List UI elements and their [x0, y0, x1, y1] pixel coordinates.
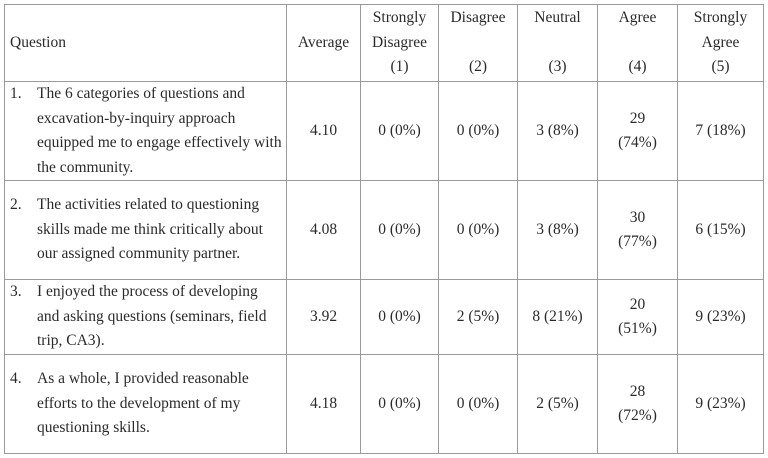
agree-percent: (77%) [618, 233, 657, 250]
header-question: Question [4, 4, 287, 82]
question-text: The 6 categories of questions and excava… [37, 85, 282, 176]
header-agree-line1: Agree [618, 9, 657, 27]
question-number: 4. [10, 370, 22, 388]
question-number: 2. [10, 196, 22, 214]
header-strongly-agree-line1: Strongly [693, 9, 748, 27]
strongly-disagree-cell: 0 (0%) [360, 354, 439, 454]
agree-cell: 28 (72%) [597, 354, 678, 454]
table-row: 4. As a whole, I provided reasonable eff… [4, 354, 764, 454]
header-row: Question Average Strongly Disagree (1) D… [4, 4, 764, 82]
average-cell: 4.18 [286, 354, 361, 454]
strongly-agree-cell: 7 (18%) [677, 81, 764, 181]
header-neutral-line1: Neutral [534, 9, 581, 27]
agree-cell: 29 (74%) [597, 81, 678, 181]
header-agree-scale: (4) [628, 58, 647, 76]
header-disagree-line2 [439, 31, 517, 56]
strongly-agree-cell: 9 (23%) [677, 354, 764, 454]
agree-count: 29 [629, 109, 646, 127]
strongly-agree-cell: 6 (15%) [677, 180, 764, 280]
agree-percent: (72%) [618, 407, 657, 424]
question-cell: 1. The 6 categories of questions and exc… [4, 81, 287, 181]
header-strongly-agree-scale: (5) [711, 58, 730, 76]
header-strongly-agree: Strongly Agree (5) [677, 4, 764, 82]
strongly-disagree-cell: 0 (0%) [360, 279, 439, 355]
neutral-cell: 2 (5%) [517, 354, 598, 454]
question-cell: 3. I enjoyed the process of developing a… [4, 279, 287, 355]
header-strongly-disagree-scale: (1) [390, 58, 409, 76]
disagree-cell: 2 (5%) [438, 279, 518, 355]
neutral-cell: 8 (21%) [517, 279, 598, 355]
question-cell: 4. As a whole, I provided reasonable eff… [4, 354, 287, 454]
question-text: The activities related to questioning sk… [37, 196, 263, 263]
agree-count: 28 [629, 382, 646, 400]
header-average-label: Average [297, 33, 350, 51]
average-cell: 4.10 [286, 81, 361, 181]
question-cell: 2. The activities related to questioning… [4, 180, 287, 280]
header-disagree: Disagree (2) [438, 4, 518, 82]
average-cell: 3.92 [286, 279, 361, 355]
header-strongly-disagree-line1: Strongly [372, 9, 427, 27]
table-row: 3. I enjoyed the process of developing a… [4, 279, 764, 355]
disagree-cell: 0 (0%) [438, 180, 518, 280]
agree-percent: (74%) [618, 134, 657, 151]
strongly-disagree-cell: 0 (0%) [360, 81, 439, 181]
question-text: As a whole, I provided reasonable effort… [37, 370, 249, 437]
header-neutral-line2 [518, 31, 597, 56]
header-strongly-disagree-line2: Disagree [371, 33, 428, 51]
header-agree: Agree (4) [597, 4, 678, 82]
table-row: 2. The activities related to questioning… [4, 180, 764, 280]
survey-results-table: Question Average Strongly Disagree (1) D… [4, 4, 764, 454]
agree-percent: (51%) [618, 320, 657, 337]
header-agree-line2 [598, 31, 677, 56]
header-strongly-agree-line2: Agree [701, 33, 740, 51]
header-strongly-disagree: Strongly Disagree (1) [360, 4, 439, 82]
header-disagree-line1: Disagree [450, 9, 506, 27]
agree-cell: 20 (51%) [597, 279, 678, 355]
header-neutral-scale: (3) [548, 58, 567, 76]
strongly-disagree-cell: 0 (0%) [360, 180, 439, 280]
disagree-cell: 0 (0%) [438, 354, 518, 454]
header-average: Average [286, 4, 361, 82]
question-number: 1. [10, 85, 22, 102]
agree-count: 20 [629, 295, 646, 313]
header-neutral: Neutral (3) [517, 4, 598, 82]
average-cell: 4.08 [286, 180, 361, 280]
disagree-cell: 0 (0%) [438, 81, 518, 181]
strongly-agree-cell: 9 (23%) [677, 279, 764, 355]
header-disagree-scale: (2) [468, 58, 488, 76]
question-number: 3. [10, 283, 22, 301]
neutral-cell: 3 (8%) [517, 81, 598, 181]
header-question-label: Question [10, 33, 66, 51]
question-text: I enjoyed the process of developing and … [37, 283, 267, 350]
agree-count: 30 [629, 208, 646, 226]
neutral-cell: 3 (8%) [517, 180, 598, 280]
agree-cell: 30 (77%) [597, 180, 678, 280]
table-row: 1. The 6 categories of questions and exc… [4, 81, 764, 181]
